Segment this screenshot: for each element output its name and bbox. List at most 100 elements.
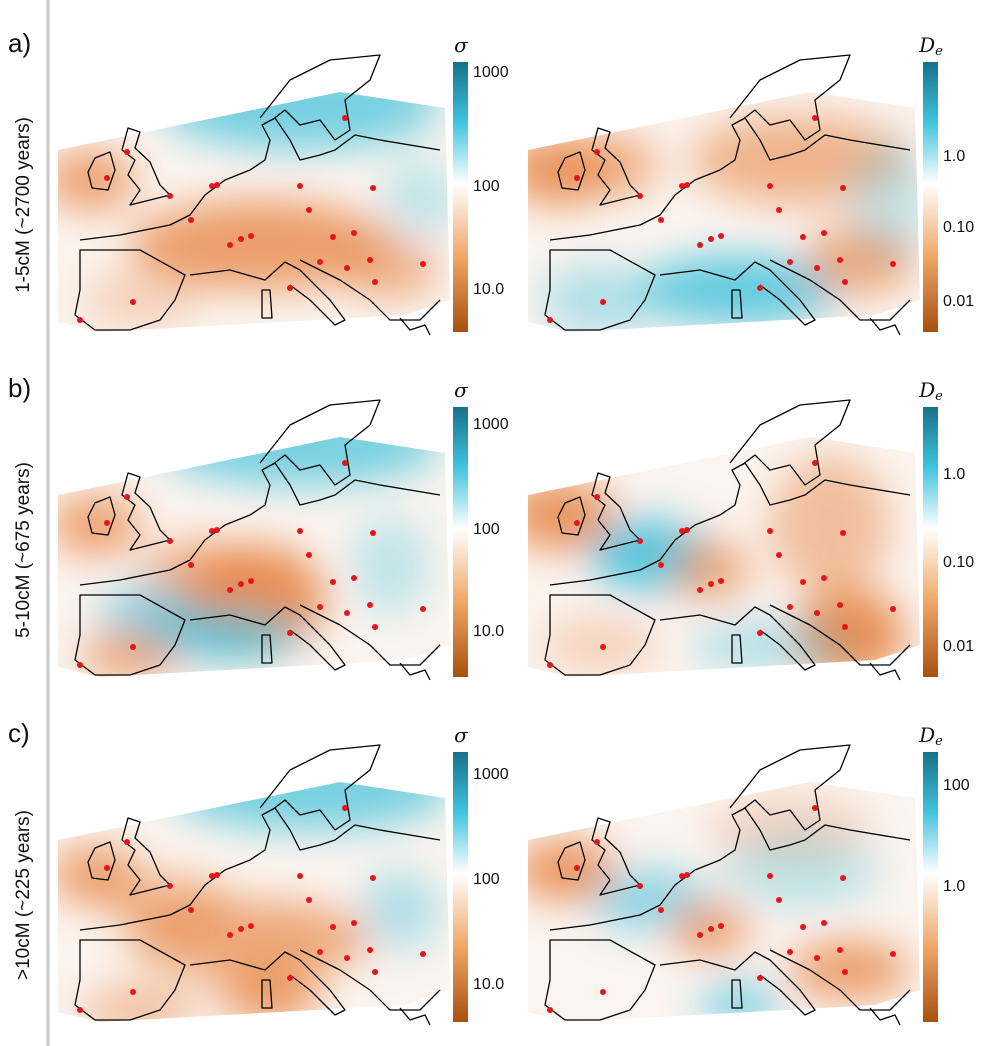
blob xyxy=(770,455,890,595)
sample-dot xyxy=(837,602,843,608)
colorbar-tick-label: 100 xyxy=(473,521,500,538)
sample-dot xyxy=(342,115,348,121)
sample-dot xyxy=(367,257,373,263)
sample-dot xyxy=(209,873,215,879)
sample-dot xyxy=(330,579,336,585)
title-main: σ xyxy=(454,378,469,402)
colorbar-tick-label: 100 xyxy=(473,871,500,888)
colorbar-tick-label: 1.0 xyxy=(943,466,965,483)
sample-dot xyxy=(594,149,600,155)
colorbar-tick-label: 0.01 xyxy=(943,638,974,655)
title-main: σ xyxy=(454,33,469,57)
sample-dot xyxy=(776,207,782,213)
blob xyxy=(670,540,750,600)
sample-dot xyxy=(342,805,348,811)
sample-dot xyxy=(214,527,220,533)
sample-dot xyxy=(757,975,763,981)
sample-dot xyxy=(344,610,350,616)
sample-dot xyxy=(679,873,685,879)
sample-dot xyxy=(767,183,773,189)
sample-dot xyxy=(330,924,336,930)
sample-dot xyxy=(130,989,136,995)
sample-dot xyxy=(842,969,848,975)
sample-dot xyxy=(800,579,806,585)
sample-dot xyxy=(104,865,110,871)
colorbar-tick-label: 1000 xyxy=(473,766,509,783)
sample-dot xyxy=(317,604,323,610)
colorbar xyxy=(453,62,468,332)
sample-dot xyxy=(812,805,818,811)
sample-dot xyxy=(188,217,194,223)
colorbar-title: De xyxy=(918,723,943,749)
map xyxy=(58,54,450,336)
surface xyxy=(528,92,920,332)
blob xyxy=(580,135,660,195)
sample-dot xyxy=(104,520,110,526)
sample-dot xyxy=(767,528,773,534)
sample-dot xyxy=(248,233,254,239)
sample-dot xyxy=(837,257,843,263)
colorbar-tick-label: 1.0 xyxy=(943,148,965,165)
sample-dot xyxy=(420,951,426,957)
sample-dot xyxy=(214,872,220,878)
sample-dot xyxy=(248,923,254,929)
blob xyxy=(58,845,140,905)
blob xyxy=(720,830,880,910)
blobs xyxy=(58,782,450,1022)
sample-dot xyxy=(776,897,782,903)
sample-dot xyxy=(167,538,173,544)
title-subscript: e xyxy=(935,44,943,59)
sample-dot xyxy=(124,839,130,845)
colorbar-tick-label: 1000 xyxy=(473,416,509,433)
sample-dot xyxy=(776,552,782,558)
map xyxy=(528,399,920,681)
surface xyxy=(58,92,450,332)
sample-dot xyxy=(814,955,820,961)
row: c) >10cM (~225 years) σ 1000 100 10.0 De 100 1.0 xyxy=(8,718,970,1026)
sample-dot xyxy=(574,520,580,526)
blob xyxy=(690,620,850,670)
title-main: σ xyxy=(454,723,469,747)
surface xyxy=(528,782,920,1022)
colorbar-tick-label: 10.0 xyxy=(473,976,504,993)
sample-dot xyxy=(594,839,600,845)
sample-dot xyxy=(697,242,703,248)
colorbar-title: σ xyxy=(454,723,469,747)
sample-dot xyxy=(188,907,194,913)
title-subscript: e xyxy=(935,734,943,749)
colorbar-title: De xyxy=(918,378,943,404)
sample-dot xyxy=(757,285,763,291)
row-label: 1-5cM (~2700 years) xyxy=(13,117,34,293)
colorbar-title: σ xyxy=(454,378,469,402)
sample-dot xyxy=(594,494,600,500)
sample-dot xyxy=(708,236,714,242)
sample-dot xyxy=(227,242,233,248)
colorbar-title: De xyxy=(918,33,943,59)
sample-dot xyxy=(420,261,426,267)
map xyxy=(58,744,450,1026)
sample-dot xyxy=(574,175,580,181)
colorbar-tick-label: 1000 xyxy=(473,64,509,81)
sample-dot xyxy=(840,185,846,191)
title-main: D xyxy=(918,33,935,57)
surface xyxy=(58,437,450,677)
sample-dot xyxy=(344,265,350,271)
colorbar xyxy=(453,752,468,1022)
panels: a)1-5cM (~2700 years)σ100010010.0De1.00.… xyxy=(8,28,974,1026)
sample-dot xyxy=(890,261,896,267)
sample-dot xyxy=(684,872,690,878)
sample-dot xyxy=(767,873,773,879)
sample-dot xyxy=(697,587,703,593)
sample-dot xyxy=(842,624,848,630)
colorbar-tick-label: 0.10 xyxy=(943,219,974,236)
sample-dot xyxy=(248,578,254,584)
sample-dot xyxy=(821,575,827,581)
sample-dot xyxy=(821,920,827,926)
title-main: D xyxy=(918,378,935,402)
surface xyxy=(528,437,920,677)
sample-dot xyxy=(718,923,724,929)
sample-dot xyxy=(547,317,553,323)
blob xyxy=(80,270,200,330)
